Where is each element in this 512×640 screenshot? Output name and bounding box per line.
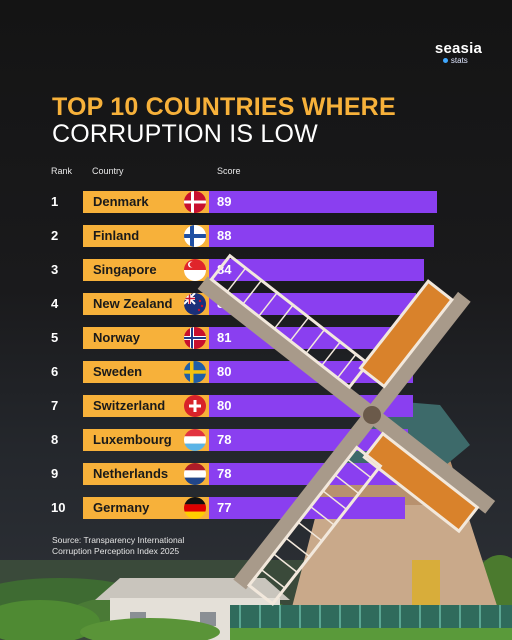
rank-label: 7 [51, 398, 59, 413]
country-label-denmark: Denmark [83, 191, 209, 213]
country-name: Luxembourg [93, 432, 172, 447]
brand-logo: seasia stats [435, 40, 482, 65]
norway-flag-icon [184, 327, 206, 349]
country-label-sweden: Sweden [83, 361, 209, 383]
bar-sweden [203, 361, 413, 383]
source-line1: Source: Transparency International [52, 535, 185, 545]
country-label-germany: Germany [83, 497, 209, 519]
singapore-flag-icon [184, 259, 206, 281]
country-name: New Zealand [93, 296, 173, 311]
source-line2: Corruption Perception Index 2025 [52, 546, 180, 556]
country-label-netherlands: Netherlands [83, 463, 209, 485]
country-label-singapore: Singapore [83, 259, 209, 281]
country-label-finland: Finland [83, 225, 209, 247]
score-label: 88 [217, 228, 232, 243]
bar-switzerland [203, 395, 413, 417]
chart-title-line1: TOP 10 COUNTRIES WHERE [52, 93, 396, 121]
bar-norway [203, 327, 416, 349]
switzerland-flag-icon [184, 395, 206, 417]
bar-denmark [203, 191, 437, 213]
netherlands-flag-icon [184, 463, 206, 485]
country-name: Norway [93, 330, 140, 345]
country-label-norway: Norway [83, 327, 209, 349]
country-name: Singapore [93, 262, 157, 277]
denmark-flag-icon [184, 191, 206, 213]
score-label: 77 [217, 500, 232, 515]
score-label: 89 [217, 194, 232, 209]
score-label: 78 [217, 466, 232, 481]
rank-label: 10 [51, 500, 66, 515]
finland-flag-icon [184, 225, 206, 247]
bar-singapore [203, 259, 424, 281]
bar-luxembourg [203, 429, 408, 451]
source-note: Source: Transparency International Corru… [52, 535, 184, 557]
rank-label: 9 [51, 466, 59, 481]
brand-sub: stats [435, 56, 482, 65]
rank-label: 3 [51, 262, 59, 277]
luxembourg-flag-icon [184, 429, 206, 451]
score-label: 80 [217, 398, 232, 413]
country-label-new-zealand: New Zealand [83, 293, 209, 315]
country-name: Netherlands [93, 466, 169, 481]
country-name: Finland [93, 228, 140, 243]
country-label-luxembourg: Luxembourg [83, 429, 209, 451]
rank-label: 4 [51, 296, 59, 311]
header-country: Country [92, 166, 124, 176]
score-label: 78 [217, 432, 232, 447]
country-name: Denmark [93, 194, 149, 209]
chart-title-line2: CORRUPTION IS LOW [52, 120, 318, 148]
rank-label: 5 [51, 330, 59, 345]
bar-netherlands [203, 463, 408, 485]
sweden-flag-icon [184, 361, 206, 383]
brand-name: seasia [434, 40, 482, 57]
rank-label: 2 [51, 228, 59, 243]
rank-label: 1 [51, 194, 59, 209]
score-label: 84 [217, 262, 232, 277]
country-name: Sweden [93, 364, 143, 379]
bar-germany [203, 497, 405, 519]
header-rank: Rank [51, 166, 73, 176]
header-score: Score [217, 166, 241, 176]
country-name: Switzerland [93, 398, 166, 413]
rank-label: 6 [51, 364, 59, 379]
score-label: 80 [217, 364, 232, 379]
country-name: Germany [93, 500, 150, 515]
rank-label: 8 [51, 432, 59, 447]
country-label-switzerland: Switzerland [83, 395, 209, 417]
germany-flag-icon [184, 497, 206, 519]
bar-finland [203, 225, 434, 247]
bar-new-zealand [203, 293, 416, 315]
score-label: 81 [217, 296, 232, 311]
score-label: 81 [217, 330, 232, 345]
new-zealand-flag-icon [184, 293, 206, 315]
